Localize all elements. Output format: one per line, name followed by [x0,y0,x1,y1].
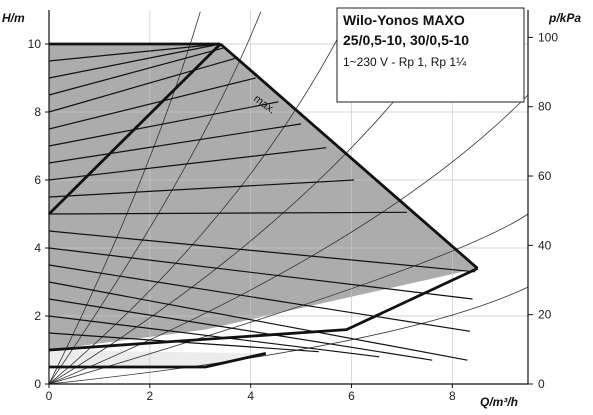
y-right-tick-label-4: 80 [538,100,552,114]
y-axis-label-right: p/kPa [548,11,581,25]
x-axis-label: Q/m³/h [480,395,518,409]
title-box [336,7,525,103]
speed-line-7 [48,211,408,215]
x-ticks: 0 2 4 6 8 [46,384,456,403]
speed-line-10 [48,123,302,164]
y-tick-label-3: 6 [34,173,41,187]
y-right-tick-label-2: 40 [538,238,552,252]
y-tick-label-0: 0 [34,377,41,391]
y-tick-label-4: 8 [34,105,41,119]
system-curve-5 [48,213,529,385]
x-tick-label-3: 6 [348,389,355,403]
speed-line-5 [48,247,473,300]
speed-line-12 [48,77,256,130]
min-envelope-region [49,350,266,367]
speed-line-4 [48,264,471,332]
speed-line-9 [48,147,327,181]
x-tick-label-4: 8 [449,389,456,403]
x-tick-label-2: 4 [247,389,254,403]
speed-line-11 [48,101,279,147]
speed-line-2 [48,298,433,361]
speed-line-15 [48,43,221,79]
max-envelope-region [49,44,478,350]
min-speed-envelope-line [48,267,479,352]
speed-line-1 [48,315,380,358]
speed-lines [48,43,476,361]
grid [49,10,528,384]
min-region-envelope-line [49,352,267,369]
y-ticks-right: 0 20 40 60 80 100 [528,30,558,391]
envelope-outlines [48,42,479,369]
y-right-tick-label-3: 60 [538,169,552,183]
speed-line-14 [48,46,226,96]
speed-line-8 [48,179,355,198]
y-axis-label-left: H/m [2,11,25,25]
y-right-tick-label-5: 100 [538,30,558,44]
x-tick-label-1: 2 [146,389,153,403]
speed-line-13 [48,57,239,113]
chart-subtitle: 1~230 V - Rp 1, Rp 1¼ [343,55,467,69]
speed-line-0 [48,332,319,353]
axes [48,10,529,385]
speed-line-16 [48,43,221,62]
max-speed-line [219,42,479,270]
speed-line-6 [48,230,476,273]
chart-title-line-2: 25/0,5-10, 30/0,5-10 [343,32,469,48]
system-curve-4 [48,94,529,385]
y-ticks-left: 0 2 4 6 8 10 [28,37,49,391]
y-tick-label-1: 2 [34,309,41,323]
y-tick-label-5: 10 [28,37,42,51]
y-tick-label-2: 4 [34,241,41,255]
light-region-diagonal [48,43,222,215]
system-curve-6 [48,286,529,385]
y-right-tick-label-0: 0 [538,377,545,391]
x-tick-label-0: 0 [46,389,53,403]
speed-line-3 [48,281,468,361]
system-curve-1 [48,11,262,385]
y-right-tick-label-1: 20 [538,308,552,322]
chart-title-line-1: Wilo-Yonos MAXO [343,12,465,28]
